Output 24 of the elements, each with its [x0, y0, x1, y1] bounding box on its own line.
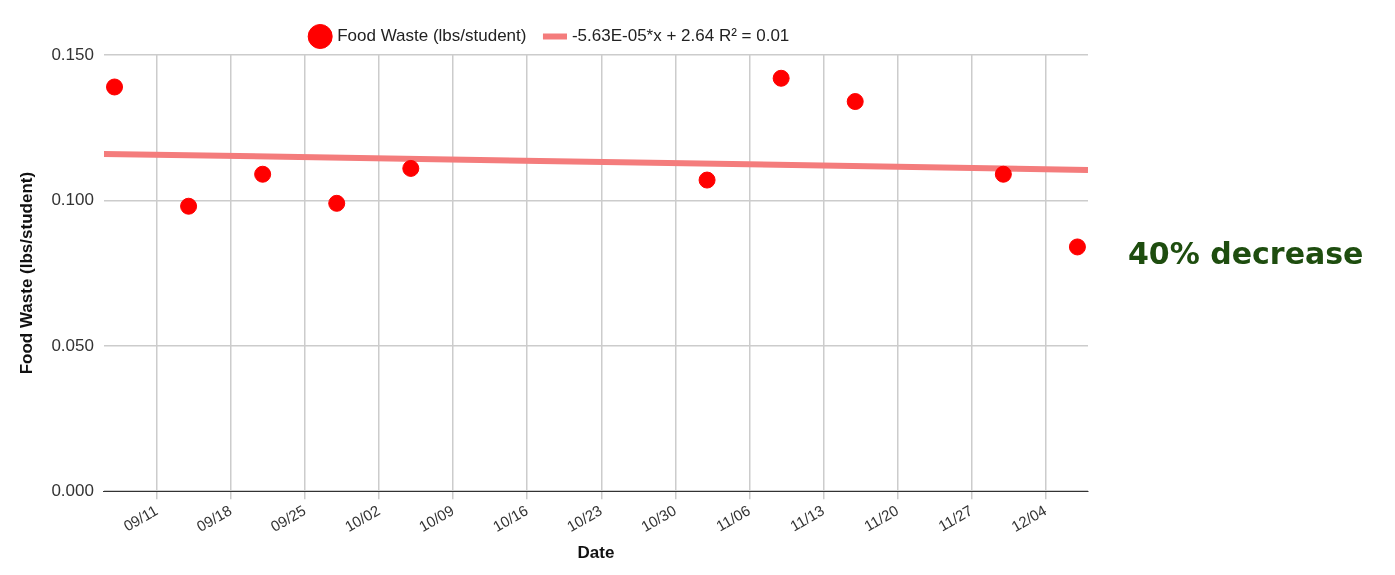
- point: [994, 165, 1012, 183]
- x-tick-label: 11/13: [787, 501, 828, 535]
- y-tick-label: 0.000: [51, 480, 94, 500]
- y-tick-label: 0.150: [51, 44, 94, 64]
- x-tick-label: 09/18: [193, 501, 235, 535]
- point: [846, 93, 864, 111]
- point: [106, 78, 124, 96]
- point: [254, 165, 272, 183]
- point: [1068, 238, 1086, 256]
- point: [402, 159, 420, 177]
- y-tick-label: 0.100: [51, 190, 94, 210]
- point: [180, 197, 198, 215]
- legend-label: -5.63E-05*x + 2.64 R² = 0.01: [571, 26, 790, 46]
- y-axis-title: Food Waste (lbs/student): [16, 171, 36, 375]
- x-axis-title: Date: [577, 543, 615, 563]
- x-tick-label: 11/06: [712, 501, 753, 535]
- text: 40% decrease: [1128, 236, 1364, 271]
- x-tick-label: 11/20: [861, 501, 902, 535]
- legend-label: Food Waste (lbs/student): [337, 26, 527, 46]
- x-tick-label: 09/11: [120, 501, 161, 535]
- y-tick-label: 0.050: [51, 335, 94, 355]
- point: [698, 171, 716, 189]
- point: [328, 194, 346, 212]
- point: [772, 69, 790, 87]
